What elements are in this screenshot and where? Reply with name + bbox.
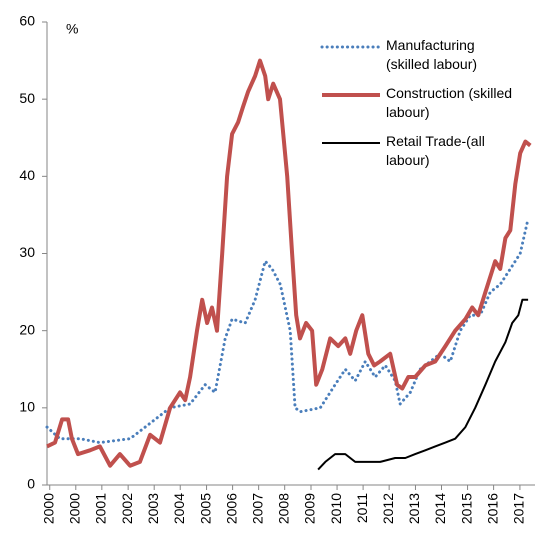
x-tick-label: 2005 <box>197 493 213 524</box>
legend-label: Manufacturing (skilled labour) <box>386 37 478 72</box>
y-tick-label: 60 <box>19 13 35 29</box>
legend-item: Construction (skilled labour) <box>320 84 520 122</box>
x-tick-label: 2000 <box>66 493 82 524</box>
series-line <box>317 298 529 471</box>
legend-item: Manufacturing (skilled labour) <box>320 36 520 74</box>
x-tick-label: 2006 <box>223 493 239 524</box>
y-tick-label: 40 <box>19 167 35 183</box>
legend-item: Retail Trade-(all labour) <box>320 132 520 170</box>
x-tick-label: 2008 <box>275 493 291 524</box>
y-tick-label: 20 <box>19 321 35 337</box>
y-tick-label: 30 <box>19 244 35 260</box>
legend: Manufacturing (skilled labour) Constructi… <box>320 36 520 180</box>
x-tick-label: 2015 <box>458 493 474 524</box>
x-tick-label: 2016 <box>484 493 500 524</box>
x-tick-label: 2000 <box>40 493 56 524</box>
series-line <box>46 58 532 468</box>
y-tick-label: 10 <box>19 399 35 415</box>
x-tick-label: 2014 <box>432 493 448 524</box>
x-tick-label: 2011 <box>354 493 370 523</box>
legend-swatch <box>322 93 380 97</box>
legend-swatch <box>322 142 380 144</box>
x-tick-label: 2012 <box>380 493 396 524</box>
x-tick-label: 2004 <box>171 493 187 524</box>
x-tick-label: 2002 <box>119 493 135 524</box>
legend-label: Construction (skilled labour) <box>386 85 513 120</box>
x-tick-label: 2009 <box>302 493 318 524</box>
x-tick-label: 2010 <box>328 493 344 524</box>
x-tick-label: 2001 <box>93 493 109 524</box>
legend-label: Retail Trade-(all labour) <box>386 133 485 168</box>
x-tick-label: 2013 <box>406 493 422 524</box>
legend-swatch <box>320 45 382 49</box>
y-tick-label: 50 <box>19 90 35 106</box>
x-tick-label: 2017 <box>511 493 527 524</box>
x-tick-label: 2007 <box>249 493 265 524</box>
x-tick-label: 2003 <box>145 493 161 524</box>
y-axis-label: % <box>66 21 78 37</box>
y-tick-label: 0 <box>27 476 35 492</box>
